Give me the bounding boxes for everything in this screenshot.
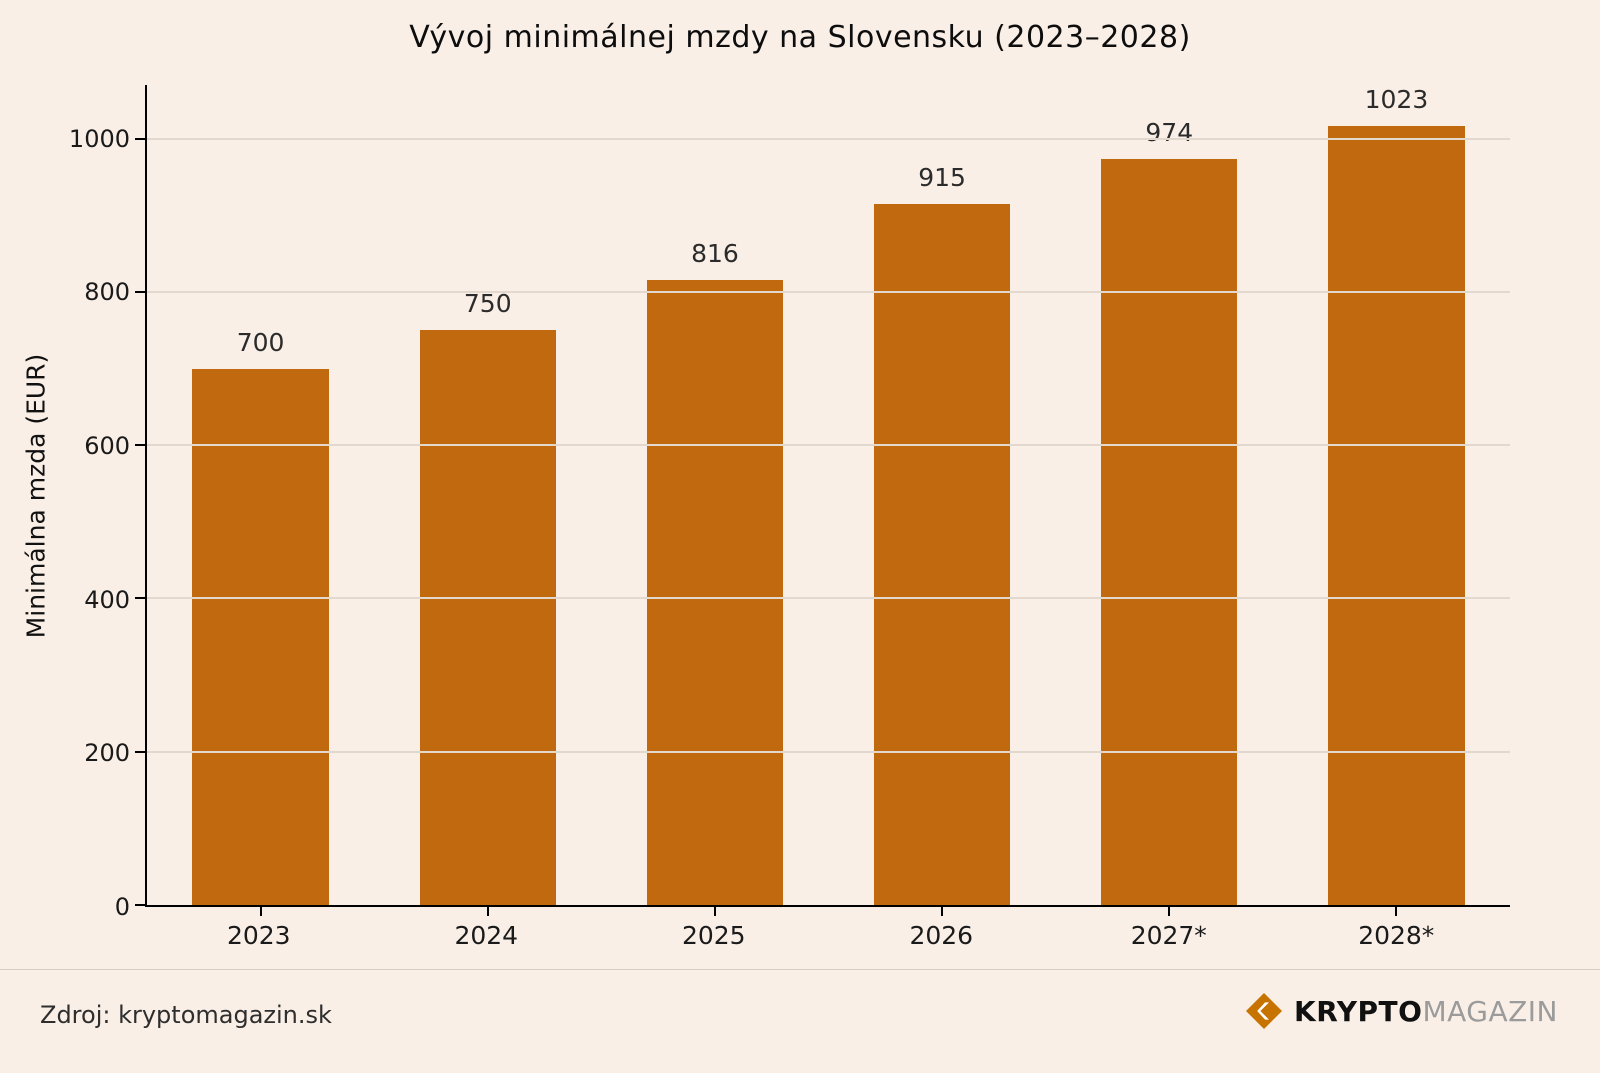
brand-text: KRYPTOMAGAZIN: [1294, 995, 1558, 1028]
x-tick-label: 2026: [909, 921, 974, 950]
brand-text-bold: KRYPTO: [1294, 994, 1423, 1028]
y-tick-mark: [135, 904, 145, 906]
bar: [419, 330, 556, 905]
y-axis-tick-labels: 0 200 400 600 800 1000: [0, 85, 130, 919]
x-tick-label: 2023: [226, 921, 291, 950]
x-tick-label: 2025: [681, 921, 746, 950]
chart-title: Vývoj minimálnej mzdy na Slovensku (2023…: [409, 20, 1191, 55]
y-tick-mark: [135, 137, 145, 140]
source-text: Zdroj: kryptomagazin.sk: [40, 1001, 332, 1029]
bar-value-label: 700: [236, 327, 285, 357]
y-tick-label: 800: [84, 278, 130, 307]
bar-slot: 974: [1056, 85, 1283, 905]
bar-slot: 915: [829, 85, 1056, 905]
krypto-diamond-icon: [1246, 993, 1282, 1029]
x-tick-mark: [259, 907, 262, 916]
bar-value-label: 915: [918, 162, 966, 192]
bar-value-label: 816: [691, 238, 739, 268]
bar-slot: 816: [601, 85, 828, 905]
bar: [1101, 158, 1238, 905]
x-axis-tick-labels: 2023 2024 2025 2026 2027* 2028*: [145, 921, 1510, 950]
bar-value-label: 1023: [1364, 85, 1429, 114]
y-tick-label: 0: [114, 893, 130, 921]
x-tick-mark: [713, 907, 716, 916]
gridline: [147, 444, 1510, 447]
gridline: [147, 750, 1510, 753]
x-tick-label: 2028*: [1358, 921, 1435, 950]
bar-slot: 750: [374, 85, 601, 905]
y-tick-label: 1000: [68, 124, 130, 153]
y-tick-mark: [135, 750, 145, 753]
y-tick-label: 400: [84, 585, 130, 614]
y-tick-mark: [135, 444, 145, 447]
gridline: [147, 137, 1510, 140]
bar-slot: 1023: [1283, 85, 1510, 905]
x-tick-label: 2027*: [1130, 921, 1207, 950]
bar-value-label: 750: [463, 289, 512, 319]
brand-text-light: MAGAZIN: [1422, 994, 1558, 1028]
bars-container: 700 750 816 915 974 1023: [147, 85, 1510, 905]
y-tick-label: 200: [84, 739, 130, 768]
bar-slot: 700: [147, 85, 374, 905]
bar: [646, 279, 784, 905]
y-tick-mark: [135, 290, 145, 293]
bar-value-label: 974: [1145, 117, 1194, 147]
bar: [1328, 126, 1465, 905]
x-tick-mark: [1395, 907, 1398, 916]
x-tick-mark: [486, 907, 489, 916]
y-tick-label: 600: [84, 432, 130, 461]
x-tick-label: 2024: [454, 921, 519, 950]
brand-logo: KRYPTOMAGAZIN: [1246, 993, 1558, 1029]
y-tick-mark: [135, 597, 145, 600]
x-tick-mark: [941, 907, 944, 916]
gridline: [147, 597, 1510, 600]
x-tick-mark: [1168, 907, 1171, 916]
gridline: [147, 290, 1510, 293]
footer-divider: [0, 969, 1600, 970]
bar: [192, 368, 329, 905]
plot-area: 700 750 816 915 974 1023: [135, 85, 1510, 916]
bar: [873, 203, 1011, 905]
